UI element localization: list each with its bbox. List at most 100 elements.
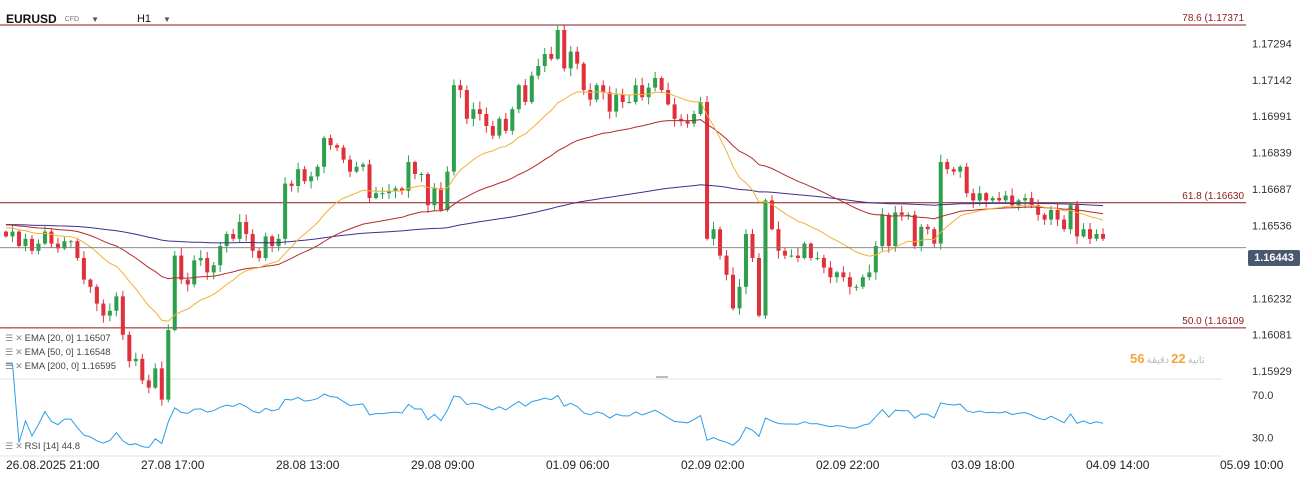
candle-body <box>224 234 229 246</box>
candle-body <box>938 162 943 244</box>
candle-body <box>10 231 15 237</box>
candle-body <box>283 183 288 239</box>
candle-body <box>1055 210 1060 220</box>
settings-icon[interactable]: ☰ <box>5 441 14 451</box>
candle-body <box>88 279 93 287</box>
candle-body <box>782 250 787 256</box>
candle-body <box>445 171 450 210</box>
symbol-selector[interactable]: EURUSD <box>6 12 57 26</box>
candle-body <box>899 212 904 215</box>
time-axis: 26.08.2025 21:00 27.08 17:00 28.08 13:00 29… <box>6 458 1284 472</box>
time-tick-label: 04.09 14:00 <box>1086 458 1150 472</box>
ema20-line <box>5 91 1104 322</box>
timeframe-selector[interactable]: H1 <box>136 13 152 25</box>
candle-body <box>3 231 9 237</box>
candle-body <box>1036 205 1041 215</box>
candle-body <box>153 368 158 388</box>
candle-body <box>698 102 703 114</box>
candle-body <box>977 193 982 201</box>
time-tick-label: 29.08 09:00 <box>411 458 475 472</box>
candle-body <box>815 258 820 259</box>
price-tick-label: 1.15929 <box>1252 366 1292 378</box>
candle-body <box>23 238 28 246</box>
candle-body <box>841 272 846 278</box>
candle-body <box>425 174 430 206</box>
candle-body <box>55 243 60 249</box>
candle-body <box>594 85 599 100</box>
candle-body <box>802 243 807 258</box>
candle-body <box>763 200 768 316</box>
candle-body <box>1016 200 1021 206</box>
candle-body <box>231 234 236 239</box>
candle-body <box>101 303 106 316</box>
settings-icon[interactable]: ☰ <box>5 333 14 343</box>
candle-body <box>166 330 171 400</box>
candle-body <box>94 286 99 304</box>
legend-label: EMA [200, 0] 1.16595 <box>24 361 116 372</box>
candle-body <box>172 255 177 330</box>
legend-ema50: ☰ ✕ EMA [50, 0] 1.16548 <box>5 347 111 358</box>
candle-body <box>335 145 340 148</box>
candle-body <box>198 258 203 261</box>
candle-body <box>419 174 424 175</box>
price-tick-label: 1.17294 <box>1252 38 1292 50</box>
close-icon[interactable]: ✕ <box>15 361 23 371</box>
close-icon[interactable]: ✕ <box>15 333 23 343</box>
candle-body <box>666 90 671 105</box>
settings-icon[interactable]: ☰ <box>5 361 14 371</box>
candle-body <box>1075 205 1080 237</box>
candle-body <box>536 66 541 76</box>
candle-body <box>471 109 476 119</box>
candle-body <box>464 90 469 119</box>
candle-body <box>393 188 398 191</box>
rsi-panel: 70.0 30.0 <box>6 363 1273 449</box>
candle-body <box>257 250 262 258</box>
close-icon[interactable]: ✕ <box>15 441 23 451</box>
candle-body <box>438 188 443 210</box>
candle-body <box>906 214 911 216</box>
fib-label: 50.0 (1.16109 <box>1182 316 1244 327</box>
candle-body <box>893 212 898 246</box>
candle-body <box>237 222 242 239</box>
candle-body <box>685 121 690 124</box>
legend-ema200: ☰ ✕ EMA [200, 0] 1.16595 <box>5 361 116 372</box>
candle-body <box>497 118 502 136</box>
candle-body <box>36 243 41 251</box>
candle-body <box>672 104 677 119</box>
candle-body <box>302 169 307 182</box>
candle-body <box>1101 234 1106 239</box>
candle-body <box>607 92 612 112</box>
candle-body <box>847 277 852 287</box>
candle-body <box>315 166 320 177</box>
time-tick-label: 02.09 02:00 <box>681 458 745 472</box>
candle-body <box>743 234 749 287</box>
candle-body <box>828 267 833 278</box>
candle-body <box>263 236 268 258</box>
candle-body <box>1010 195 1015 206</box>
candle-body <box>555 30 560 59</box>
candle-body <box>951 169 956 172</box>
rsi-tick-label: 70.0 <box>1252 390 1273 402</box>
chevron-down-icon[interactable]: ▼ <box>163 14 171 24</box>
candle-body <box>653 78 658 88</box>
close-icon[interactable]: ✕ <box>15 347 23 357</box>
candle-body <box>490 126 495 136</box>
candle-body <box>354 166 359 172</box>
candle-body <box>1094 234 1099 239</box>
candle-body <box>860 277 865 287</box>
candle-body <box>1023 198 1028 201</box>
chevron-down-icon[interactable]: ▼ <box>91 14 99 24</box>
candle-body <box>1003 195 1008 201</box>
candle-body <box>29 238 34 251</box>
candle-body <box>322 138 327 167</box>
settings-icon[interactable]: ☰ <box>5 347 14 357</box>
rsi-line <box>6 363 1104 449</box>
countdown-minutes-label: دقيقة <box>1146 355 1170 366</box>
candle-body <box>1042 214 1047 220</box>
candle-body <box>958 166 963 172</box>
candle-body <box>724 255 729 275</box>
candle-body <box>451 85 456 172</box>
candle-body <box>185 279 190 285</box>
candle-body <box>1068 205 1073 230</box>
